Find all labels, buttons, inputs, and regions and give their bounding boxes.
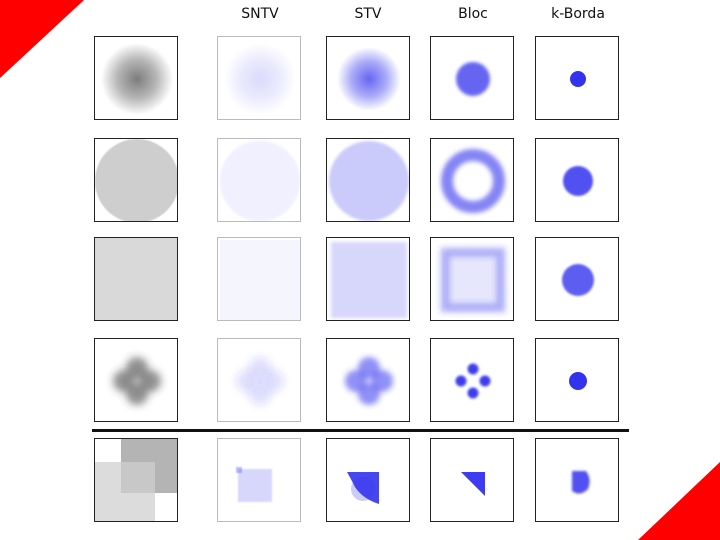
cell-disc-reference bbox=[94, 138, 178, 222]
density-region bbox=[572, 471, 590, 494]
density-frame bbox=[440, 247, 506, 313]
cell-four-gaussians-sntv bbox=[217, 338, 301, 422]
density-plot bbox=[440, 247, 506, 313]
density-blob bbox=[562, 264, 594, 296]
density-plot bbox=[441, 149, 505, 213]
density-plot bbox=[329, 141, 409, 221]
density-blob bbox=[224, 43, 296, 115]
density-plot bbox=[220, 141, 300, 221]
cell-square-bloc bbox=[430, 237, 514, 321]
cell-disc-bloc bbox=[430, 138, 514, 222]
column-header-stv: STV bbox=[354, 6, 382, 22]
density-blob bbox=[456, 62, 490, 96]
density-blob bbox=[249, 383, 271, 405]
density-plot bbox=[220, 240, 300, 320]
column-header-bloc: Bloc bbox=[458, 6, 488, 22]
density-region bbox=[95, 238, 177, 320]
density-plot bbox=[456, 62, 490, 96]
red-corner-bottom-right bbox=[638, 462, 720, 540]
density-blob bbox=[126, 383, 148, 405]
density-region bbox=[461, 472, 485, 496]
density-plot bbox=[95, 238, 177, 320]
density-ring bbox=[441, 149, 505, 213]
cell-gaussian-kborda bbox=[535, 36, 619, 120]
cell-overlapping-squares-kborda bbox=[535, 438, 619, 522]
density-plot bbox=[331, 242, 407, 318]
density-plot bbox=[345, 357, 393, 405]
density-blob bbox=[220, 141, 300, 221]
row-divider bbox=[92, 429, 629, 432]
density-plot bbox=[236, 357, 284, 405]
cell-disc-kborda bbox=[535, 138, 619, 222]
density-blob bbox=[455, 375, 467, 387]
cell-gaussian-sntv bbox=[217, 36, 301, 120]
cell-square-sntv bbox=[217, 237, 301, 321]
cell-square-reference bbox=[94, 237, 178, 321]
density-blob bbox=[101, 43, 173, 115]
cell-four-gaussians-kborda bbox=[535, 338, 619, 422]
cell-gaussian-stv bbox=[326, 36, 410, 120]
density-plot bbox=[563, 166, 593, 196]
density-blob bbox=[351, 477, 375, 501]
cell-square-stv bbox=[326, 237, 410, 321]
column-header-sntv: SNTV bbox=[241, 6, 279, 22]
density-plot bbox=[337, 47, 401, 111]
density-plot bbox=[236, 467, 272, 502]
density-region bbox=[220, 240, 300, 320]
cell-four-gaussians-bloc bbox=[430, 338, 514, 422]
density-plot bbox=[224, 43, 296, 115]
density-plot bbox=[562, 264, 594, 296]
density-plot bbox=[95, 439, 177, 521]
density-region bbox=[445, 252, 501, 308]
density-blob bbox=[563, 166, 593, 196]
density-region bbox=[331, 242, 407, 318]
density-blob bbox=[467, 363, 479, 375]
density-plot bbox=[572, 471, 590, 494]
cell-four-gaussians-reference bbox=[94, 338, 178, 422]
density-region bbox=[121, 462, 155, 493]
density-plot bbox=[113, 357, 161, 405]
density-plot bbox=[101, 43, 173, 115]
cell-disc-sntv bbox=[217, 138, 301, 222]
density-plot bbox=[455, 363, 491, 399]
cell-overlapping-squares-bloc bbox=[430, 438, 514, 522]
cell-gaussian-reference bbox=[94, 36, 178, 120]
density-plot bbox=[569, 372, 587, 390]
cell-overlapping-squares-sntv bbox=[217, 438, 301, 522]
column-header-k-borda: k-Borda bbox=[551, 6, 605, 22]
cell-gaussian-bloc bbox=[430, 36, 514, 120]
density-blob bbox=[95, 139, 177, 221]
density-blob bbox=[358, 383, 380, 405]
density-plot bbox=[347, 472, 379, 504]
cell-overlapping-squares-reference bbox=[94, 438, 178, 522]
density-blob bbox=[329, 141, 409, 221]
red-corner-top-left bbox=[0, 0, 84, 78]
cell-disc-stv bbox=[326, 138, 410, 222]
density-blob bbox=[570, 71, 586, 87]
density-region bbox=[238, 469, 272, 502]
cell-square-kborda bbox=[535, 237, 619, 321]
density-blob bbox=[569, 372, 587, 390]
density-blob bbox=[467, 387, 479, 399]
density-plot bbox=[95, 139, 177, 221]
density-plot bbox=[461, 472, 485, 496]
density-region bbox=[347, 472, 379, 504]
density-blob bbox=[337, 47, 401, 111]
cell-four-gaussians-stv bbox=[326, 338, 410, 422]
density-blob bbox=[479, 375, 491, 387]
cell-overlapping-squares-stv bbox=[326, 438, 410, 522]
density-region bbox=[236, 467, 242, 473]
density-plot bbox=[570, 71, 586, 87]
